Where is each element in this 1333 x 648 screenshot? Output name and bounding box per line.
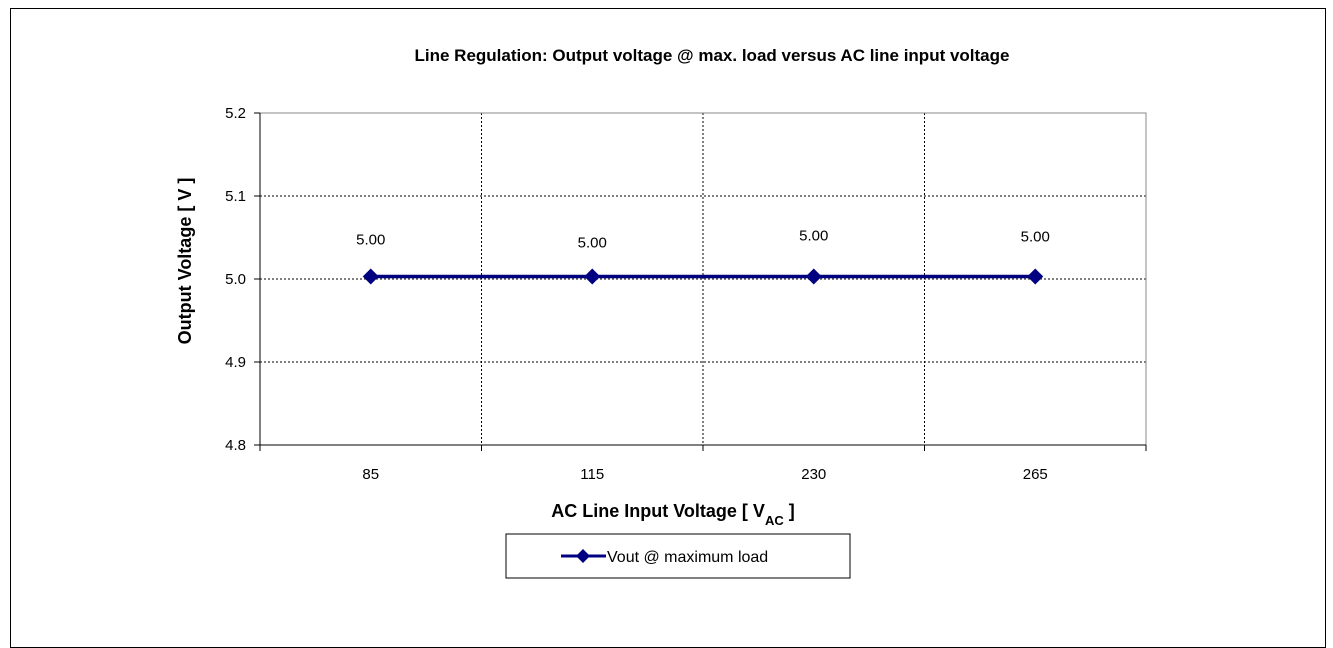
- x-tick-label: 85: [362, 466, 379, 483]
- legend-label: Vout @ maximum load: [607, 549, 768, 566]
- gridlines: [260, 112, 1146, 445]
- legend-marker-diamond-icon: [576, 549, 590, 563]
- y-axis-title: Output Voltage [ V ]: [175, 178, 195, 345]
- data-point-marker: [362, 268, 379, 285]
- x-tick-label: 115: [580, 466, 604, 483]
- data-point-marker: [1027, 268, 1044, 285]
- x-tick-label: 265: [1023, 466, 1048, 483]
- x-tick-label: 230: [801, 466, 826, 483]
- y-tick-label: 5.2: [225, 105, 246, 122]
- data-label: 5.00: [356, 232, 385, 249]
- line-chart: Line Regulation: Output voltage @ max. l…: [175, 46, 1147, 579]
- legend: Vout @ maximum load: [505, 533, 851, 579]
- data-label: 5.00: [578, 235, 607, 252]
- data-point-marker: [584, 268, 601, 285]
- y-tick-label: 4.8: [225, 437, 246, 454]
- y-tick-label: 5.0: [225, 271, 246, 288]
- x-axis-title: AC Line Input Voltage [ VAC ]: [551, 501, 794, 528]
- data-point-marker: [805, 268, 822, 285]
- data-label: 5.00: [1021, 229, 1050, 246]
- series-group: 5.00 5.00 5.00 5.00: [356, 228, 1050, 285]
- y-tick-labels: 5.2 5.1 5.0 4.9 4.8: [225, 105, 246, 454]
- data-label: 5.00: [799, 228, 828, 245]
- axes: [254, 112, 1147, 451]
- x-tick-labels: 85 115 230 265: [362, 466, 1047, 483]
- y-tick-label: 5.1: [225, 188, 246, 205]
- y-tick-label: 4.9: [225, 354, 246, 371]
- chart-title: Line Regulation: Output voltage @ max. l…: [415, 46, 1010, 65]
